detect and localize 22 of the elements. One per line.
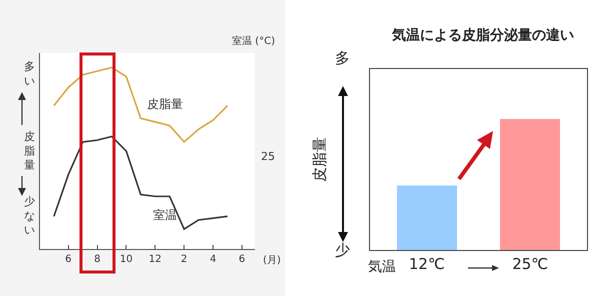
chart-title: 気温による皮脂分泌量の違い bbox=[390, 27, 574, 44]
text: 気温 bbox=[368, 259, 396, 275]
text: 少 bbox=[335, 241, 350, 259]
series-label: 室温 bbox=[153, 208, 177, 222]
x-tick-label: 6 bbox=[65, 254, 72, 265]
x-tick-label: 8 bbox=[94, 254, 100, 265]
x-tick-label: 4 bbox=[210, 254, 216, 265]
y-axis-title: 皮脂量 bbox=[24, 130, 35, 172]
y-axis-title: 皮脂量 bbox=[310, 137, 328, 182]
x-axis-title: (月) bbox=[263, 255, 281, 266]
x-tick-label: 2 bbox=[180, 254, 188, 265]
x-tick-label: 12 bbox=[148, 254, 162, 265]
x-tick-label: 6 bbox=[238, 254, 246, 265]
x-tick-label: 12℃ bbox=[408, 255, 445, 273]
text: 少ない bbox=[24, 195, 35, 237]
x-tick-label: 25℃ bbox=[512, 255, 548, 273]
text: 多い bbox=[24, 60, 35, 88]
series-label: 皮脂量 bbox=[147, 97, 183, 111]
text: 多 bbox=[335, 49, 350, 67]
y2-axis-title: 室温 (°C) bbox=[232, 35, 276, 47]
text: 25 bbox=[261, 150, 275, 163]
x-tick-label: 10 bbox=[120, 254, 133, 265]
